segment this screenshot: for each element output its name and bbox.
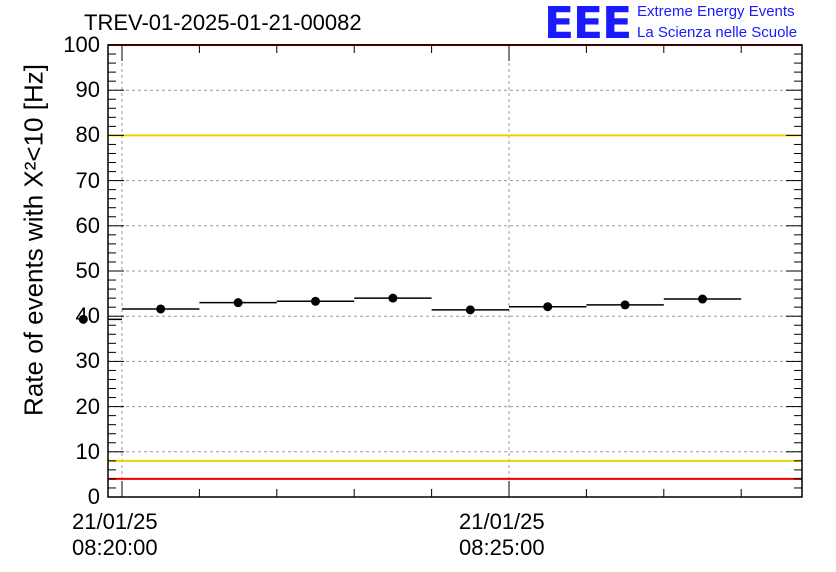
y-tick-label: 0: [87, 484, 100, 509]
y-tick-label: 70: [75, 167, 100, 193]
logo-tagline-1: Extreme Energy Events: [637, 3, 795, 20]
x-tick-date: 21/01/25: [459, 509, 545, 534]
y-tick-label: 20: [75, 393, 100, 419]
logo-tagline-2: La Scienza nelle Scuole: [637, 24, 798, 41]
x-tick-label: 21/01/25 08:25:00: [459, 509, 545, 561]
y-tick-label: 10: [75, 438, 100, 464]
x-tick-date: 21/01/25: [72, 509, 158, 534]
data-point: [620, 300, 630, 310]
y-tick-label: 30: [75, 348, 100, 374]
chart-title: TREV-01-2025-01-21-00082: [84, 10, 362, 35]
y-tick-label: 40: [75, 303, 100, 329]
data-point: [388, 293, 398, 303]
data-point: [311, 296, 320, 306]
eee-logo: EEE: [544, 0, 632, 49]
x-tick-label: 21/01/25 08:20:00: [72, 509, 158, 561]
y-tick-label: 90: [75, 77, 100, 103]
x-tick-time: 08:25:00: [459, 535, 545, 560]
data-point: [543, 302, 553, 312]
data-point: [78, 314, 88, 324]
x-tick-time: 08:20:00: [72, 535, 158, 560]
y-tick-label: 50: [75, 258, 100, 283]
data-point: [233, 298, 243, 308]
y-tick-label: 80: [75, 122, 100, 148]
data-point: [465, 305, 475, 315]
data-point: [156, 304, 166, 314]
data-point: [698, 294, 707, 304]
y-tick-label: 60: [75, 212, 100, 238]
y-tick-label: 100: [63, 32, 100, 57]
